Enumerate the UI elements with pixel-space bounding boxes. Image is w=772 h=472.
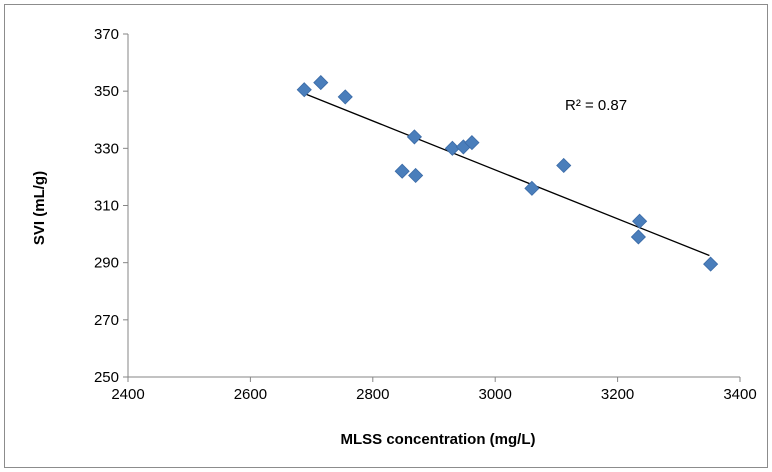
y-tick-label: 290 (94, 255, 119, 272)
data-points (296, 75, 719, 272)
data-point (394, 163, 410, 179)
x-tick-label: 3400 (723, 386, 756, 403)
data-point (556, 157, 572, 174)
y-tick-label: 350 (94, 83, 119, 100)
data-point (464, 135, 480, 151)
data-point (313, 75, 329, 91)
data-point (703, 256, 719, 272)
x-tick-label: 2800 (356, 386, 389, 403)
tick-labels: 250 270 290 310 330 350 370 2400 2600 2800 3000 320… (94, 26, 757, 403)
data-point (630, 229, 646, 245)
x-axis-title: MLSS concentration (mg/L) (341, 431, 536, 448)
x-tick-label: 2600 (234, 386, 267, 403)
axes (123, 33, 741, 382)
y-tick-label: 370 (94, 26, 119, 43)
x-tick-label: 3000 (479, 386, 512, 403)
y-tick-label: 310 (94, 198, 119, 215)
data-point (524, 180, 540, 196)
chart-frame: 250 270 290 310 330 350 370 2400 2600 2800 3000 320… (4, 4, 768, 468)
data-point (296, 82, 312, 98)
trendline (305, 93, 710, 257)
y-tick-label: 250 (94, 369, 119, 386)
scatter-chart: 250 270 290 310 330 350 370 2400 2600 2800 3000 320… (31, 26, 757, 448)
r-squared-annotation: R² = 0.87 (565, 97, 627, 114)
x-tick-label: 3200 (601, 386, 634, 403)
y-axis-title: SVI (mL/g) (31, 171, 48, 245)
data-point (632, 213, 648, 229)
data-point (408, 167, 424, 184)
y-tick-label: 270 (94, 312, 119, 329)
x-tick-label: 2400 (111, 386, 144, 403)
y-tick-label: 330 (94, 140, 119, 157)
data-point (337, 89, 353, 105)
data-point (406, 129, 422, 145)
